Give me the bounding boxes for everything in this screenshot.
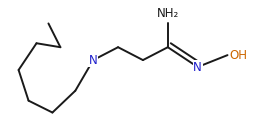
Text: N: N [193, 60, 202, 73]
Text: N: N [89, 54, 98, 67]
Text: NH₂: NH₂ [157, 7, 179, 20]
Text: OH: OH [229, 49, 247, 62]
